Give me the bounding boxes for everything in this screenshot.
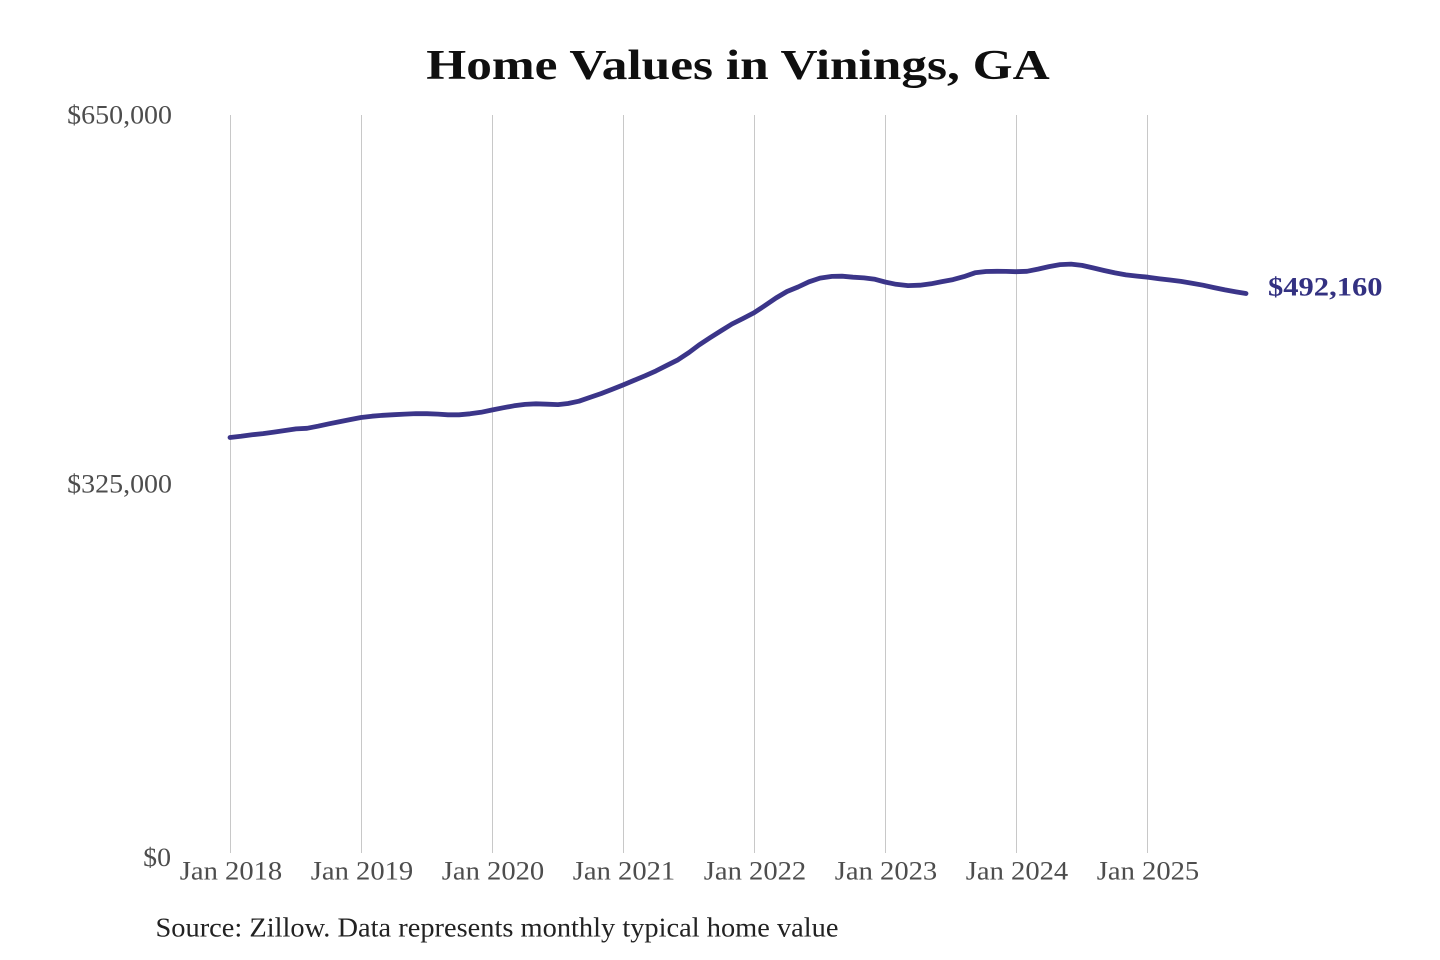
svg-text:Jan 2025: Jan 2025 xyxy=(1097,857,1200,886)
svg-text:Jan 2024: Jan 2024 xyxy=(966,857,1069,886)
svg-text:Home Values in Vinings, GA: Home Values in Vinings, GA xyxy=(426,43,1050,89)
svg-text:Jan 2018: Jan 2018 xyxy=(180,857,283,886)
svg-text:Jan 2020: Jan 2020 xyxy=(442,857,545,886)
svg-text:$650,000: $650,000 xyxy=(67,101,172,130)
svg-text:Source: Zillow. Data represent: Source: Zillow. Data represents monthly … xyxy=(156,913,839,943)
svg-text:$0: $0 xyxy=(143,843,171,872)
svg-text:Jan 2023: Jan 2023 xyxy=(835,857,938,886)
svg-text:Jan 2022: Jan 2022 xyxy=(704,857,807,886)
svg-text:Jan 2021: Jan 2021 xyxy=(573,857,676,886)
svg-text:$325,000: $325,000 xyxy=(67,470,172,499)
svg-text:$492,160: $492,160 xyxy=(1268,273,1383,302)
svg-text:Jan 2019: Jan 2019 xyxy=(311,857,414,886)
